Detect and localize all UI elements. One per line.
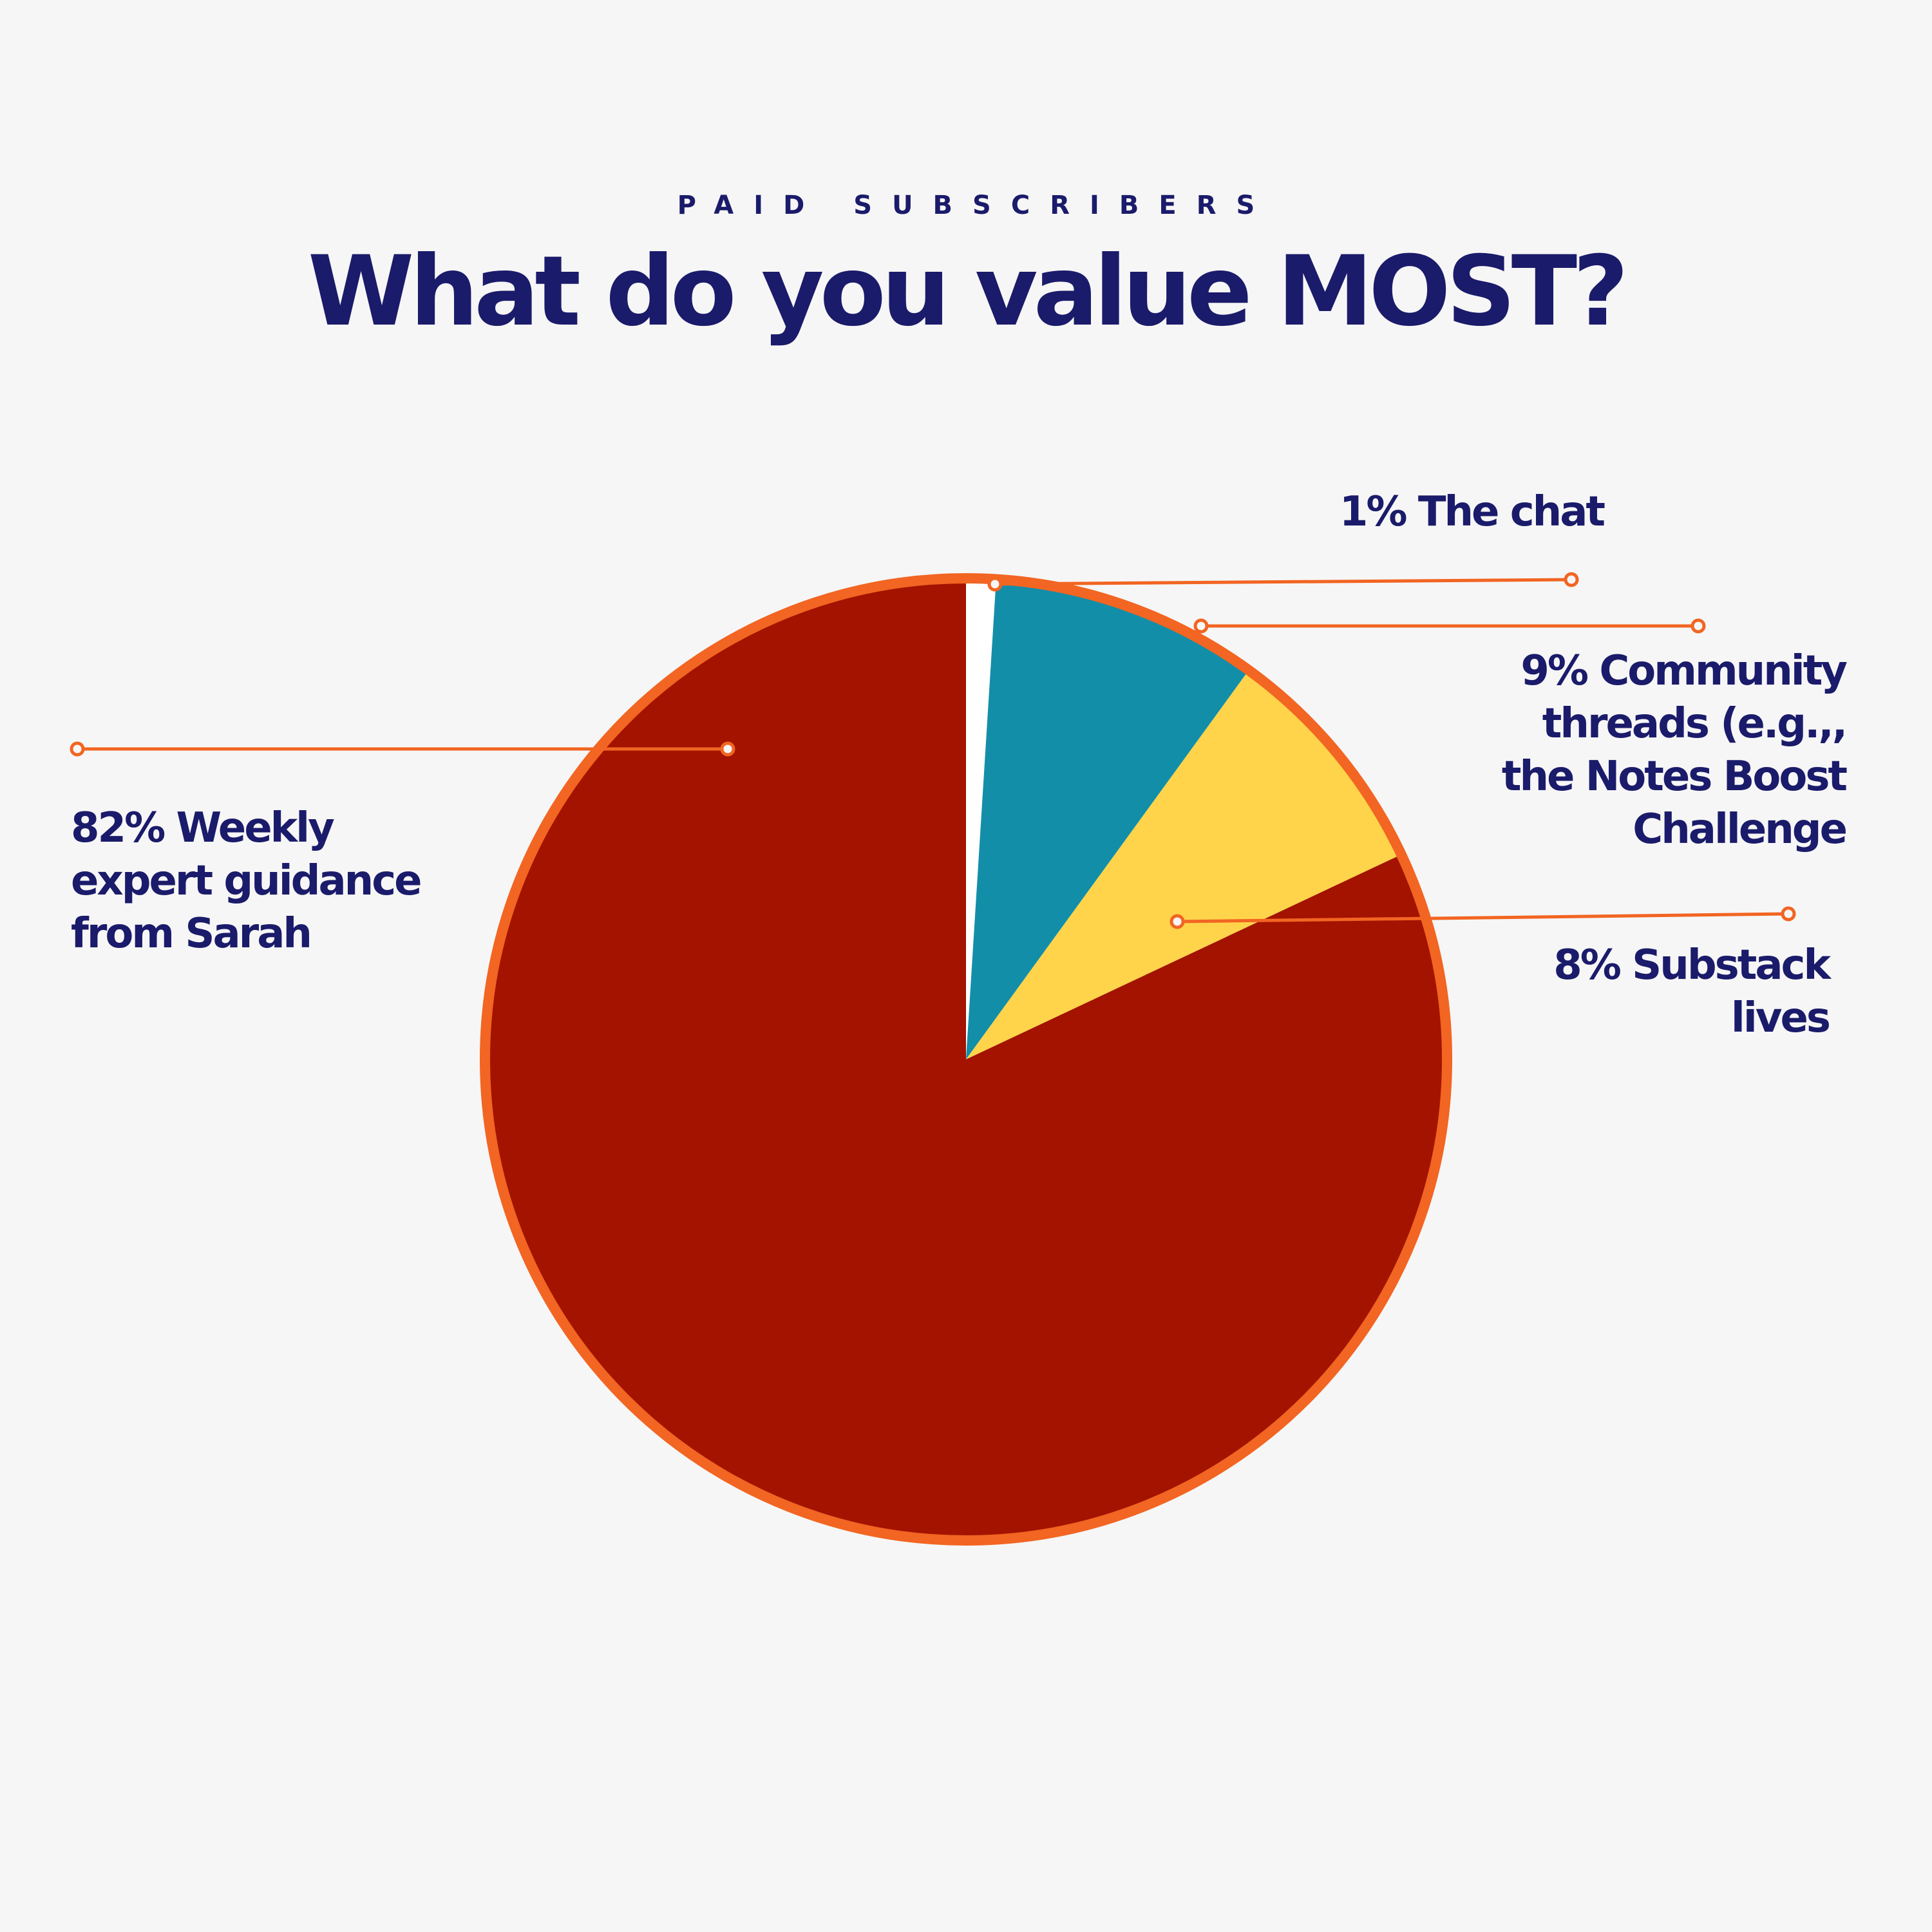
- pie-slice-weekly-guidance: [485, 578, 1448, 1540]
- slice-label-chat: 1% The chat: [1339, 488, 1605, 536]
- chart-title: What do you value MOST?: [307, 236, 1629, 348]
- slice-label-substack-lives: 8% Substack lives: [1553, 942, 1831, 1042]
- leader-line-weekly-guidance: [70, 741, 735, 757]
- leader-line-community-threads: [1193, 618, 1706, 634]
- pie-slice-community-threads: [966, 579, 1249, 1059]
- slice-label-community-threads: 9% Community threads (e.g.,, the Notes B…: [1501, 647, 1848, 853]
- pie-slice-chat: [966, 578, 996, 1059]
- slice-label-weekly-guidance: 82% Weekly expert guidance from Sarah: [71, 804, 422, 958]
- leader-line-substack-lives: [1170, 906, 1796, 929]
- chart-subtitle: PAID SUBSCRIBERS: [677, 191, 1275, 220]
- pie-slice-substack-lives: [966, 670, 1401, 1059]
- leader-line-chat: [987, 572, 1579, 592]
- pie-outline: [480, 573, 1452, 1546]
